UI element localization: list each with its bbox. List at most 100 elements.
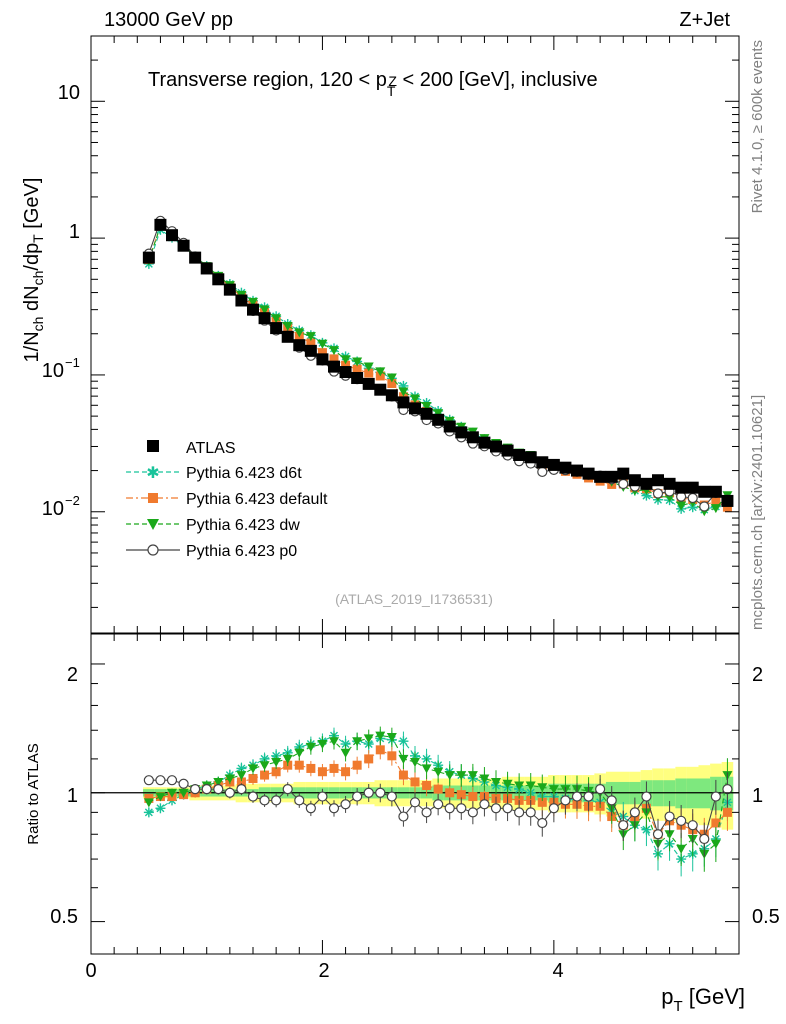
main-panel — [90, 35, 740, 634]
ratio-point-p0 — [571, 791, 583, 802]
ratio-point-default — [468, 792, 478, 802]
ratio-point-dw — [155, 792, 166, 802]
energy-label: 13000 GeV pp — [104, 9, 233, 31]
ratio-point-p0 — [201, 784, 212, 795]
ratio-point-p0 — [652, 829, 664, 840]
point-p0 — [618, 478, 629, 490]
point-atlas — [582, 467, 595, 480]
ratio-point-default — [352, 760, 362, 770]
point-default — [711, 496, 721, 506]
point-atlas — [501, 444, 514, 457]
ratio-point-p0 — [467, 807, 478, 818]
ratio-point-p0 — [629, 807, 640, 818]
point-default — [387, 378, 397, 388]
ratio-line-dw — [148, 735, 728, 855]
legend-marker-atlas — [147, 440, 159, 452]
point-atlas — [547, 458, 560, 471]
ratio-point-p0 — [340, 799, 351, 810]
point-atlas — [223, 283, 236, 296]
ratio-point-default — [341, 767, 351, 777]
ratio-point-p0 — [363, 787, 374, 798]
point-dw — [271, 314, 282, 324]
point-d6t-stroke — [642, 491, 651, 500]
x-tick-label-2: 2 — [318, 960, 329, 982]
point-dw — [340, 355, 351, 365]
ratio-point-p0 — [409, 797, 421, 808]
ratio-point-dw — [525, 781, 536, 791]
ratio-point-p0 — [456, 803, 467, 814]
point-atlas — [536, 456, 549, 469]
point-atlas — [316, 353, 329, 366]
point-atlas — [675, 481, 688, 494]
ratio-point-dw — [340, 748, 351, 758]
point-default — [341, 360, 351, 370]
ratio-point-p0 — [247, 791, 259, 802]
point-dw — [676, 501, 687, 511]
ratio-point-dw — [537, 783, 548, 793]
ratio-point-dw — [710, 839, 721, 849]
ratio-point-p0 — [224, 787, 235, 798]
ratio-point-dw — [352, 737, 363, 747]
ratio-point-dw — [259, 761, 270, 771]
ratio-point-p0 — [259, 795, 270, 806]
point-atlas — [420, 407, 433, 420]
ratio-point-default — [422, 780, 432, 790]
point-dw — [363, 362, 374, 372]
process-label: Z+Jet — [679, 9, 730, 31]
point-atlas — [374, 383, 387, 396]
ratio-tick-labels: 2 1 0.5 2 1 0.5 — [50, 664, 780, 928]
ratio-point-dw — [282, 754, 293, 764]
ratio-point-p0 — [502, 803, 513, 814]
point-default — [352, 364, 362, 374]
ratio-point-default — [433, 784, 443, 794]
ratio-point-dw — [213, 777, 224, 787]
ratio-point-dw — [398, 754, 409, 764]
ratio-point-d6t-stroke — [341, 740, 350, 749]
point-atlas — [686, 481, 699, 494]
point-dw — [433, 409, 444, 419]
point-atlas — [594, 470, 607, 483]
ratio-point-dw — [236, 771, 247, 781]
ratio-point-dw — [178, 788, 189, 798]
point-dw — [329, 346, 339, 356]
legend-marker-d6t: ✱ — [146, 465, 159, 482]
ratio-point-d6t-stroke — [144, 808, 153, 817]
ratio-point-d6t-stroke — [237, 764, 246, 773]
plot-title: Transverse region, 120 < pTZ < 200 [GeV]… — [148, 69, 598, 99]
ratio-point-default — [236, 777, 246, 787]
ratio-point-default — [306, 763, 316, 773]
ratio-point-p0 — [421, 807, 432, 818]
ratio-point-p0 — [213, 784, 224, 795]
ratio-point-p0 — [560, 795, 571, 806]
ratio-point-p0 — [664, 811, 675, 822]
ratio-point-default — [248, 773, 258, 783]
ratio-point-dw — [248, 764, 258, 774]
ratio-tick-label-2: 2 — [67, 664, 78, 686]
ratio-point-d6t — [155, 803, 166, 814]
ratio-point-p0 — [236, 784, 247, 795]
ratio-point-p0 — [294, 795, 305, 806]
point-dw — [294, 328, 305, 338]
point-dw — [305, 332, 316, 342]
point-dw — [386, 373, 397, 383]
ratio-point-p0 — [282, 784, 293, 795]
point-atlas — [605, 470, 618, 483]
ratio-tick-label-2-right: 2 — [752, 664, 763, 686]
legend-label-dw: Pythia 6.423 dw — [186, 517, 300, 534]
ratio-point-p0 — [710, 791, 721, 802]
ratio-point-dw — [294, 748, 305, 758]
point-p0 — [687, 492, 698, 504]
ratio-point-default — [410, 777, 420, 787]
point-default — [317, 348, 327, 358]
point-dw — [317, 339, 328, 349]
ratio-point-d6t-stroke — [156, 804, 165, 813]
ratio-point-p0 — [271, 795, 282, 806]
ratio-point-dw — [444, 771, 455, 781]
ratio-point-p0 — [352, 791, 363, 802]
ratio-point-p0 — [676, 815, 687, 826]
ratio-point-dw — [224, 774, 235, 784]
ratio-point-p0 — [722, 784, 733, 795]
point-atlas — [200, 262, 213, 275]
ratio-point-dw — [143, 798, 154, 808]
